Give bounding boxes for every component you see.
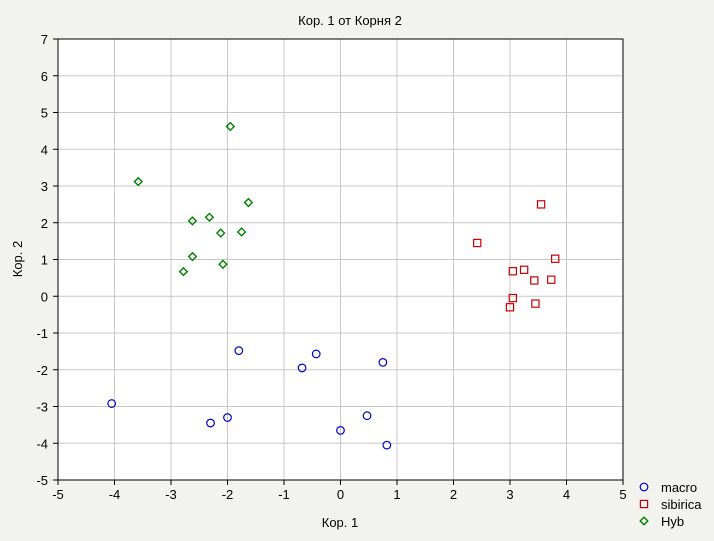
data-points: [107, 121, 560, 450]
data-point-sibirica: [536, 200, 546, 209]
y-tick-label: -5: [36, 473, 48, 488]
x-tick-label: -1: [278, 487, 290, 502]
legend-label-sibirica: sibirica: [661, 497, 702, 512]
x-tick-label: 0: [337, 487, 344, 502]
data-point-hyb: [133, 176, 144, 187]
y-tick-label: 6: [41, 69, 48, 84]
x-axis-ticks: -5 -4 -3 -2 -1 0 1 2 3 4 5: [52, 480, 627, 502]
x-tick-label: 4: [563, 487, 570, 502]
data-point-sibirica: [547, 275, 556, 284]
data-point-hyb: [187, 216, 198, 226]
y-tick-label: -3: [36, 400, 48, 415]
data-point-hyb: [236, 227, 247, 237]
legend-marker-sibirica: [639, 499, 649, 509]
legend-label-hyb: Hyb: [661, 514, 684, 529]
y-tick-label: 5: [41, 106, 48, 121]
data-point-sibirica: [530, 276, 539, 285]
chart-title: Кор. 1 от Корня 2: [298, 13, 402, 28]
data-point-macro: [382, 440, 392, 450]
y-tick-label: 0: [41, 289, 48, 304]
data-point-hyb: [225, 121, 236, 132]
data-point-sibirica: [550, 254, 560, 263]
x-tick-label: 2: [450, 487, 457, 502]
data-point-hyb: [243, 197, 254, 208]
y-tick-label: 1: [41, 253, 48, 268]
data-point-sibirica: [519, 265, 529, 274]
y-tick-label: -2: [36, 363, 48, 378]
y-tick-label: 7: [41, 32, 48, 47]
x-tick-label: -5: [52, 487, 64, 502]
x-tick-label: -4: [109, 487, 121, 502]
y-tick-label: 4: [41, 142, 48, 157]
y-tick-label: 3: [41, 179, 48, 194]
data-point-macro: [362, 411, 372, 421]
x-axis-label: Кор. 1: [322, 515, 359, 530]
data-point-macro: [311, 349, 321, 359]
legend-marker-macro: [639, 482, 649, 492]
legend-marker-hyb: [639, 516, 649, 526]
data-point-hyb: [187, 251, 198, 262]
data-point-sibirica: [508, 293, 518, 303]
y-axis-label: Кор. 2: [10, 241, 25, 278]
data-point-macro: [206, 418, 215, 428]
x-tick-label: 5: [619, 487, 626, 502]
data-point-sibirica: [505, 303, 515, 312]
y-tick-label: -4: [36, 436, 48, 451]
x-tick-label: 1: [393, 487, 400, 502]
x-tick-label: -3: [165, 487, 177, 502]
data-point-hyb: [178, 266, 189, 277]
data-point-macro: [107, 399, 117, 408]
legend: macro sibirica Hyb: [639, 480, 702, 529]
data-point-sibirica: [531, 299, 540, 308]
data-point-hyb: [204, 212, 215, 223]
data-point-sibirica: [508, 267, 518, 276]
data-point-macro: [234, 346, 244, 356]
data-point-hyb: [215, 228, 226, 238]
y-axis-ticks: -5 -4 -3 -2 -1 0 1 2 3 4 5 6 7: [36, 32, 58, 488]
data-point-macro: [336, 425, 345, 435]
data-point-macro: [378, 358, 388, 367]
data-point-sibirica: [473, 238, 482, 248]
y-tick-label: 2: [41, 216, 48, 231]
data-point-macro: [297, 363, 307, 373]
data-point-macro: [223, 413, 232, 422]
x-tick-label: 3: [506, 487, 513, 502]
data-point-hyb: [218, 259, 228, 270]
y-tick-label: -1: [36, 326, 48, 341]
x-tick-label: -2: [222, 487, 234, 502]
legend-label-macro: macro: [661, 480, 697, 495]
